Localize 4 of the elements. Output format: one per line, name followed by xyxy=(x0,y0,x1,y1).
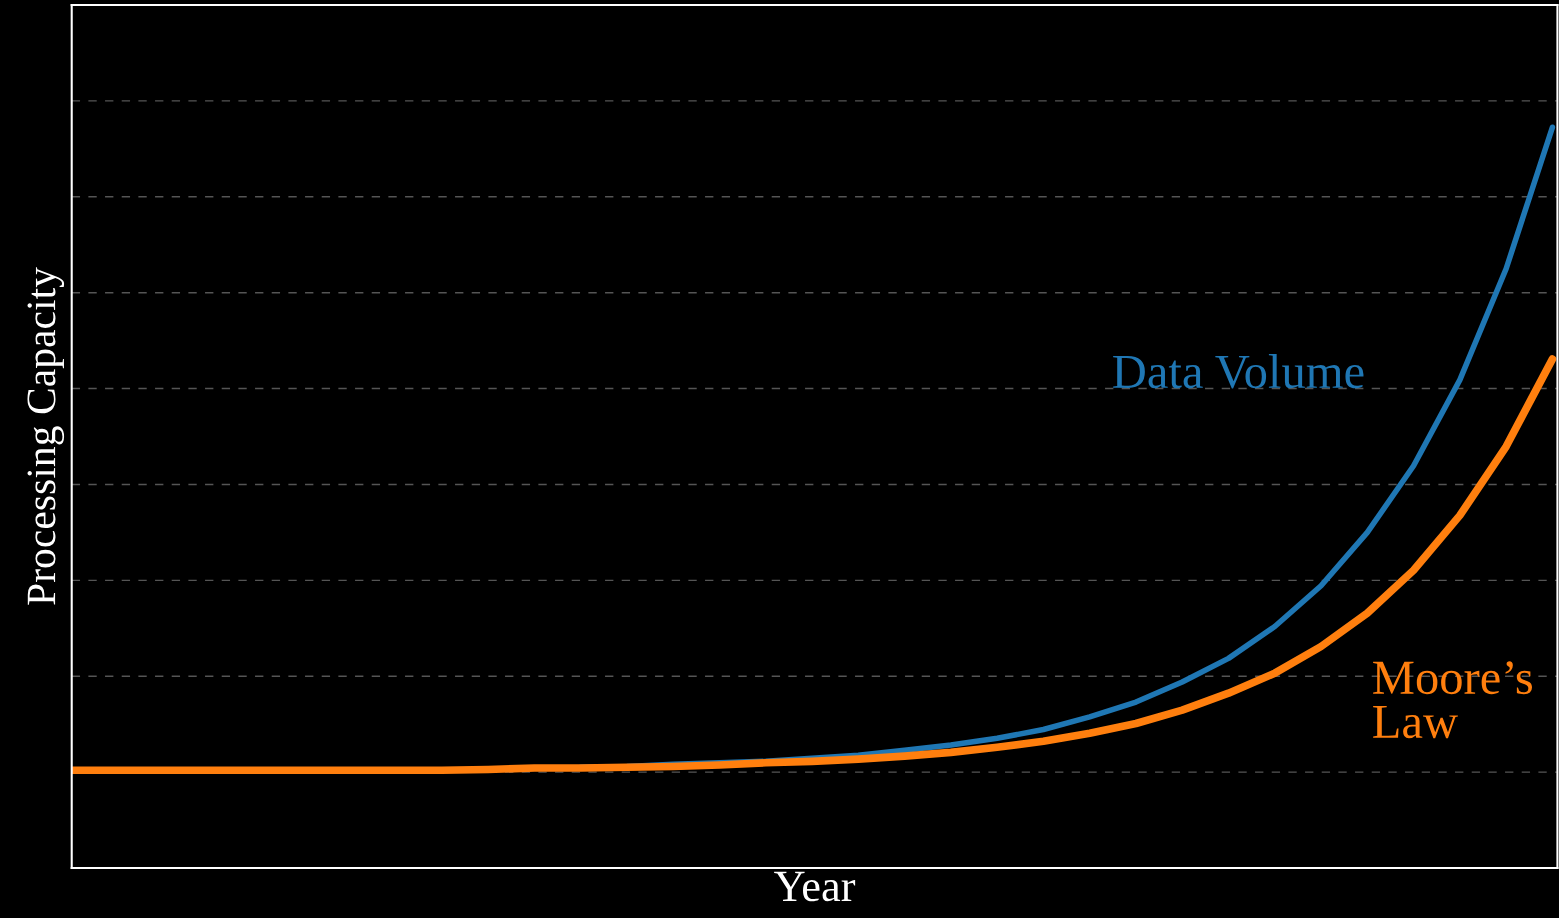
y-axis-title: Processing Capacity xyxy=(27,267,65,605)
x-axis-title: Year xyxy=(774,871,856,902)
series-label: Data Volume xyxy=(1113,354,1364,389)
series-label: Moore’s Law xyxy=(1373,661,1532,739)
